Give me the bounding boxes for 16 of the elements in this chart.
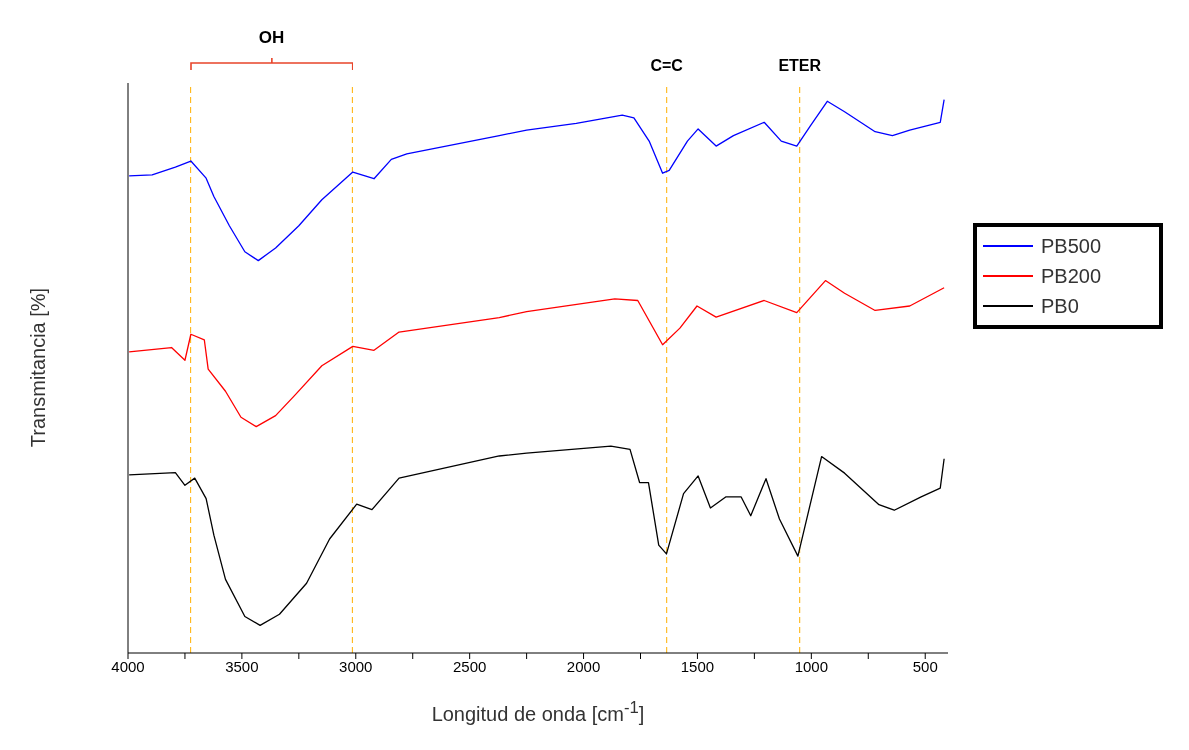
x-tick-label: 2500 xyxy=(452,657,487,675)
x-tick-label: 1500 xyxy=(680,657,715,675)
x-axis-title: Longitud de onda [cm$^{-1}$] xyxy=(430,698,646,726)
ref-line-label: C=C xyxy=(650,57,684,74)
legend-label: PB200 xyxy=(1041,264,1102,288)
y-axis-title: Transmitancia [%] xyxy=(26,286,50,450)
x-tick-label: 3000 xyxy=(339,657,373,675)
x-tick-label: 500 xyxy=(912,657,938,675)
x-tick-label: 4000 xyxy=(111,657,145,675)
text: OH xyxy=(257,28,286,48)
ref-line-label: ETER xyxy=(778,57,822,74)
x-tick-label: 1000 xyxy=(794,657,829,675)
x-tick-label: 3500 xyxy=(225,657,259,675)
legend-label: PB0 xyxy=(1041,294,1079,318)
x-tick-label: 2000 xyxy=(566,657,601,675)
legend-label: PB500 xyxy=(1041,234,1102,258)
